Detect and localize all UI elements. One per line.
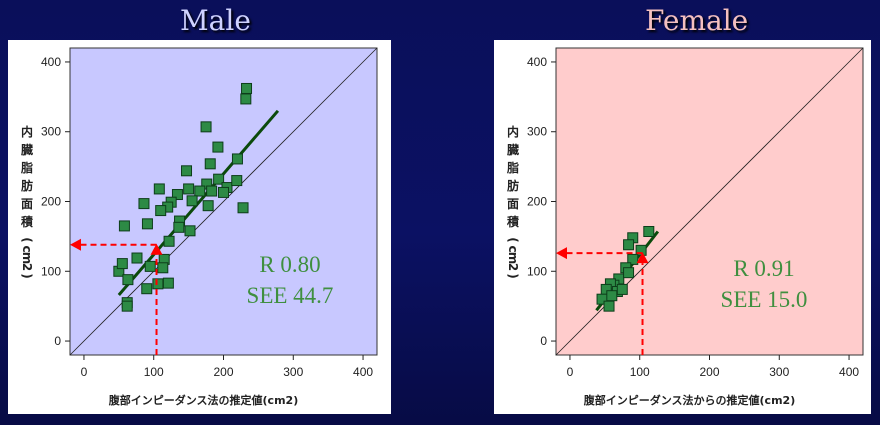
male-plot: 0 100 200 300 400 0 100 200 300 400 R 0.80 SEE 44.7…: [20, 47, 378, 407]
male-data-point: [240, 93, 252, 105]
female-y-label-char: 肪: [507, 178, 519, 193]
male-data-point: [118, 220, 130, 232]
male-data-point: [163, 235, 175, 247]
male-y-label-char: 脂: [20, 160, 33, 175]
male-data-point: [141, 283, 153, 295]
male-y-tick-label: 100: [41, 264, 61, 278]
female-see-value: SEE 15.0: [721, 287, 808, 312]
male-x-tick-label: 100: [144, 365, 164, 379]
male-data-point: [241, 82, 253, 94]
female-y-tick-label: 0: [540, 334, 547, 348]
female-y-label-char: 面: [507, 197, 519, 211]
male-data-point: [138, 198, 150, 210]
female-y-tick-label: 100: [527, 264, 547, 278]
male-y-label-char: 2: [20, 263, 34, 271]
male-data-point: [212, 141, 224, 153]
female-x-tick-label: 200: [699, 365, 719, 379]
female-y-label-char: 2: [506, 263, 520, 271]
male-data-point: [141, 218, 153, 230]
male-x-label: 腹部インピーダンス法の推定値(cm2): [109, 393, 298, 407]
female-data-point: [623, 239, 635, 251]
male-data-point: [162, 277, 174, 289]
male-data-point: [194, 185, 206, 197]
female-y-label-char: 臓: [507, 142, 519, 157]
male-data-point: [153, 183, 165, 195]
male-see-value: SEE 44.7: [247, 283, 334, 308]
male-y-label-char: ): [20, 273, 34, 278]
female-data-point: [643, 226, 655, 238]
male-y-label-char: 臓: [21, 142, 33, 157]
male-y-label-char: 肪: [21, 178, 33, 193]
male-data-point: [173, 221, 185, 233]
male-y-label-char: 内: [21, 124, 33, 139]
male-data-point: [116, 258, 128, 270]
male-y-tick-label: 300: [41, 125, 61, 139]
female-data-point: [623, 267, 635, 279]
male-r-value: R 0.80: [259, 252, 320, 277]
male-data-point: [200, 121, 212, 133]
female-y-tick-label: 300: [527, 125, 547, 139]
female-y-label-char: 内: [507, 124, 519, 139]
female-arrowhead-up: [636, 252, 649, 264]
male-data-point: [213, 173, 225, 185]
male-data-point: [122, 274, 134, 286]
male-data-point: [131, 252, 143, 264]
male-data-point: [121, 300, 133, 312]
male-x-tick-label: 400: [353, 365, 373, 379]
male-identity-line: [69, 47, 378, 356]
female-x-tick-label: 300: [769, 365, 789, 379]
male-data-point: [181, 165, 193, 177]
female-data-point: [616, 283, 628, 295]
female-arrowhead-left: [556, 247, 567, 260]
male-data-point: [184, 225, 196, 237]
male-y-label-char: 面: [21, 197, 33, 211]
male-y-tick-label: 400: [41, 55, 61, 69]
male-data-point: [218, 186, 229, 198]
female-y-label-char: (: [506, 237, 520, 242]
male-y-label-char: c: [20, 245, 34, 252]
male-x-tick-label: 300: [283, 365, 303, 379]
female-y-tick-label: 200: [527, 195, 547, 209]
female-plot: 0 100 200 300 400 0 100 200 300 400 R 0.91 SEE 15.0…: [506, 47, 864, 407]
male-data-point: [204, 158, 216, 170]
male-data-point: [231, 175, 243, 187]
female-r-value: R 0.91: [733, 256, 794, 281]
male-data-point: [206, 185, 218, 197]
female-y-label-char: m: [506, 252, 520, 265]
female-data-point: [627, 253, 639, 265]
female-x-tick-label: 400: [839, 365, 859, 379]
male-data-point: [183, 183, 195, 195]
male-x-tick-label: 0: [81, 365, 88, 379]
male-data-point: [171, 189, 183, 201]
male-y-label-char: m: [20, 252, 34, 265]
female-data-point: [606, 290, 618, 302]
male-x-tick-label: 200: [213, 365, 233, 379]
female-x-tick-label: 0: [567, 365, 574, 379]
male-data-point: [144, 260, 156, 272]
male-data-point: [231, 153, 243, 165]
male-y-label-char: 積: [20, 214, 34, 229]
female-x-tick-label: 100: [630, 365, 650, 379]
female-y-label-char: c: [506, 245, 520, 252]
female-title: Female: [645, 4, 749, 37]
male-data-point: [202, 200, 214, 212]
female-y-label-char: 脂: [506, 160, 519, 175]
male-arrowhead-up: [150, 243, 163, 255]
female-x-label: 腹部インピーダンス法からの推定値(cm2): [584, 393, 795, 407]
male-data-point: [237, 202, 249, 214]
female-data-point: [603, 300, 615, 312]
male-data-point: [155, 205, 167, 217]
male-data-point: [186, 195, 198, 207]
male-y-label-char: (: [20, 237, 34, 242]
male-data-point: [152, 278, 164, 290]
female-y-tick-label: 400: [527, 55, 547, 69]
male-y-tick-label: 200: [41, 195, 61, 209]
male-arrowhead-left: [70, 238, 81, 251]
male-title: Male: [180, 4, 251, 37]
male-y-tick-label: 0: [54, 334, 61, 348]
male-data-point: [157, 262, 169, 274]
female-y-label-char: ): [506, 273, 520, 278]
female-y-label-char: 積: [506, 214, 520, 229]
